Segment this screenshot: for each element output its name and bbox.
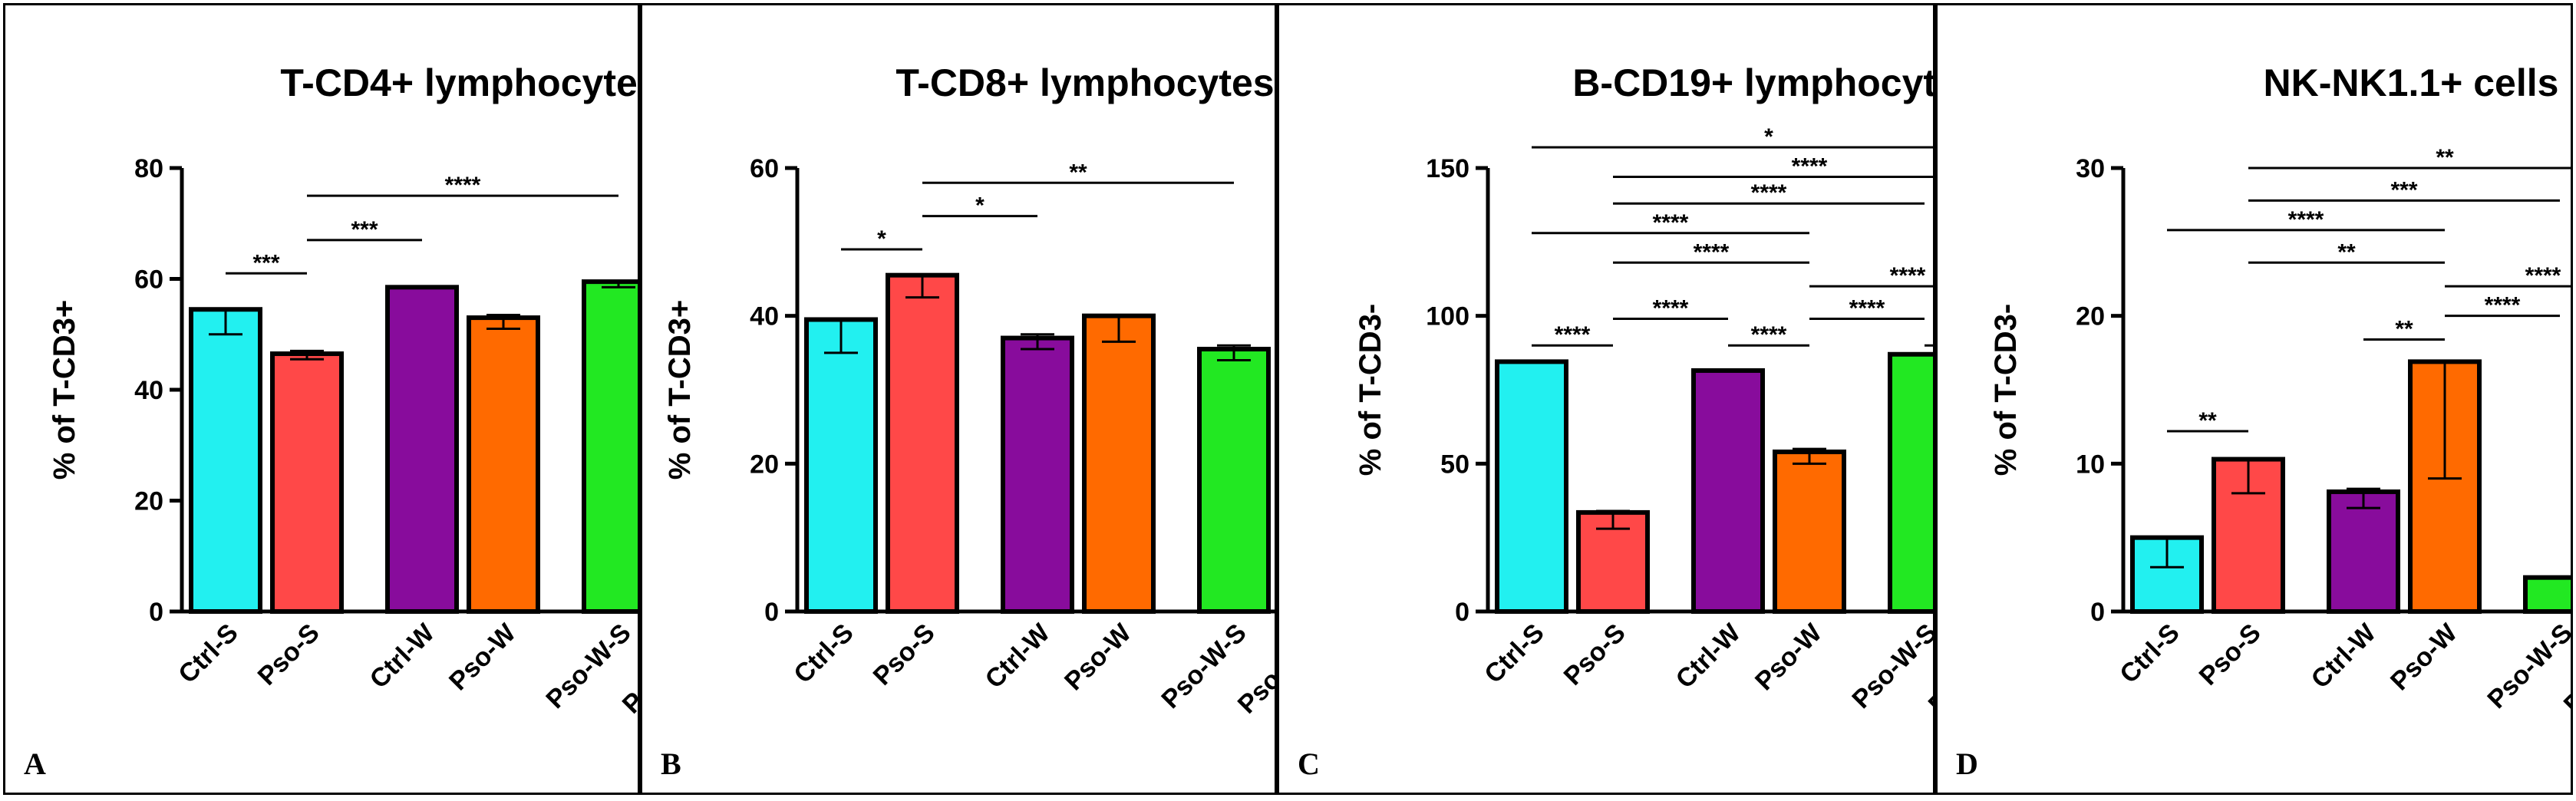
- significance-label: *: [1764, 124, 1773, 150]
- y-axis-label: % of T-CD3-: [1354, 304, 1387, 476]
- chart-svg: B-CD19+ lymphocytes % of T-CD3- 0 50 100 150 C…: [1354, 61, 1933, 720]
- y-tick-label: 20: [750, 450, 779, 479]
- significance-label: ****: [1751, 322, 1787, 348]
- y-tick-label: 100: [1426, 302, 1469, 331]
- bar: [1197, 347, 1271, 614]
- y-tick-label: 0: [2090, 598, 2105, 627]
- bar: [1001, 335, 1074, 614]
- y-tick-label: 0: [1455, 598, 1469, 627]
- x-tick-label: Ctrl-S: [2114, 618, 2185, 689]
- y-tick-label: 40: [134, 376, 163, 405]
- y-tick-label: 30: [2076, 154, 2105, 183]
- y-tick-label: 20: [134, 487, 163, 516]
- bar: [1082, 313, 1156, 614]
- x-tick-label: Ctrl-W: [2306, 618, 2383, 694]
- significance-label: **: [2436, 145, 2454, 170]
- x-tick-label: Pso-S: [252, 618, 325, 691]
- bar: [582, 279, 638, 614]
- y-tick-label: 60: [134, 265, 163, 295]
- x-tick-label: Pso-W: [444, 618, 522, 696]
- y-tick-label: 40: [750, 302, 779, 331]
- bar: [2523, 575, 2571, 614]
- x-tick-label: Ctrl-W: [1671, 618, 1747, 694]
- y-tick-label: 10: [2076, 450, 2105, 479]
- x-tick-label: Ctrl-S: [788, 618, 859, 689]
- x-tick-label: Pso-W-S: [2482, 618, 2571, 714]
- significance-label: ***: [252, 250, 279, 275]
- chart-panel: T-CD8+ lymphocytes % of T-CD3+ 0 20 40 60 Ctrl…: [640, 3, 1277, 795]
- panel-label: B: [661, 747, 681, 781]
- significance-label: ***: [351, 217, 378, 242]
- chart-panel: NK-NK1.1+ cells% of T-CD3- 0 10 20 30 Ctrl-S P…: [1935, 3, 2573, 795]
- significance-label: ****: [1653, 296, 1689, 321]
- bar: [2327, 489, 2400, 614]
- chart-panel: T-CD4+ lymphocytes % of T-CD3+ 0 20 40 60 80 Ct…: [3, 3, 640, 795]
- y-tick-label: 20: [2076, 302, 2105, 331]
- x-tick-label: Pso-W: [2385, 618, 2463, 696]
- y-axis-label: % of T-CD3-: [1989, 304, 2023, 476]
- y-tick-label: 0: [764, 598, 779, 627]
- significance-label: ****: [1653, 210, 1689, 236]
- bar: [1691, 368, 1765, 614]
- significance-label: ****: [1751, 180, 1787, 206]
- x-tick-label: Ctrl-S: [173, 618, 243, 689]
- bar: [1773, 449, 1846, 614]
- significance-label: ****: [2485, 293, 2521, 318]
- significance-label: **: [2395, 316, 2413, 341]
- chart-svg: T-CD4+ lymphocytes % of T-CD3+ 0 20 40 60 80 Ct…: [48, 61, 638, 720]
- x-tick-label: Pso-S: [1558, 618, 1631, 691]
- panel-label: D: [1956, 747, 1978, 781]
- x-tick-label: Pso-S: [2194, 618, 2267, 691]
- significance-label: ****: [1694, 239, 1730, 265]
- bar: [270, 351, 344, 614]
- significance-label: **: [2337, 239, 2356, 265]
- significance-label: ****: [2525, 263, 2561, 288]
- chart-panel: B-CD19+ lymphocytes % of T-CD3- 0 50 100 150 C…: [1277, 3, 1935, 795]
- x-tick-label: Ctrl-W: [980, 618, 1057, 694]
- x-tick-label: Ctrl-S: [1479, 618, 1549, 689]
- y-tick-label: 50: [1440, 450, 1469, 479]
- bar: [189, 307, 262, 614]
- significance-label: ****: [1555, 322, 1591, 348]
- significance-label: **: [1069, 160, 1087, 185]
- bar: [1888, 351, 1933, 614]
- significance-label: ****: [2288, 207, 2324, 232]
- bar: [886, 272, 959, 614]
- significance-label: ****: [445, 173, 481, 198]
- bar: [804, 317, 878, 614]
- significance-label: **: [2198, 408, 2217, 433]
- significance-label: *: [877, 226, 886, 252]
- x-tick-label: Ctrl-W: [364, 618, 441, 694]
- y-tick-label: 80: [134, 154, 163, 183]
- x-tick-label: Pso-W: [1059, 618, 1137, 696]
- significance-label: ****: [1890, 263, 1926, 288]
- y-axis-label: % of T-CD3+: [48, 300, 81, 480]
- bar: [467, 315, 540, 614]
- chart-svg: T-CD8+ lymphocytes % of T-CD3+ 0 20 40 60 Ctrl…: [663, 61, 1275, 720]
- x-tick-label: Pso-W-S: [1846, 618, 1933, 714]
- significance-label: *: [975, 193, 985, 219]
- significance-label: ****: [1792, 154, 1828, 180]
- bar: [1495, 359, 1568, 614]
- significance-label: ****: [1849, 296, 1885, 321]
- panel-label: C: [1298, 747, 1320, 781]
- panel-label: A: [24, 747, 46, 781]
- chart-title: T-CD8+ lymphocytes: [895, 61, 1274, 104]
- significance-label: ***: [2390, 177, 2417, 203]
- chart-title: B-CD19+ lymphocytes: [1572, 61, 1933, 104]
- bar: [385, 285, 459, 614]
- x-tick-label: Pso-S: [868, 618, 941, 691]
- y-tick-label: 150: [1426, 154, 1469, 183]
- chart-title: NK-NK1.1+ cells: [2264, 61, 2559, 104]
- y-tick-label: 60: [750, 154, 779, 183]
- chart-title: T-CD4+ lymphocytes: [280, 61, 638, 104]
- x-tick-label: Pso-W: [1750, 618, 1828, 696]
- y-axis-label: % of T-CD3+: [663, 300, 697, 480]
- y-tick-label: 0: [149, 598, 163, 627]
